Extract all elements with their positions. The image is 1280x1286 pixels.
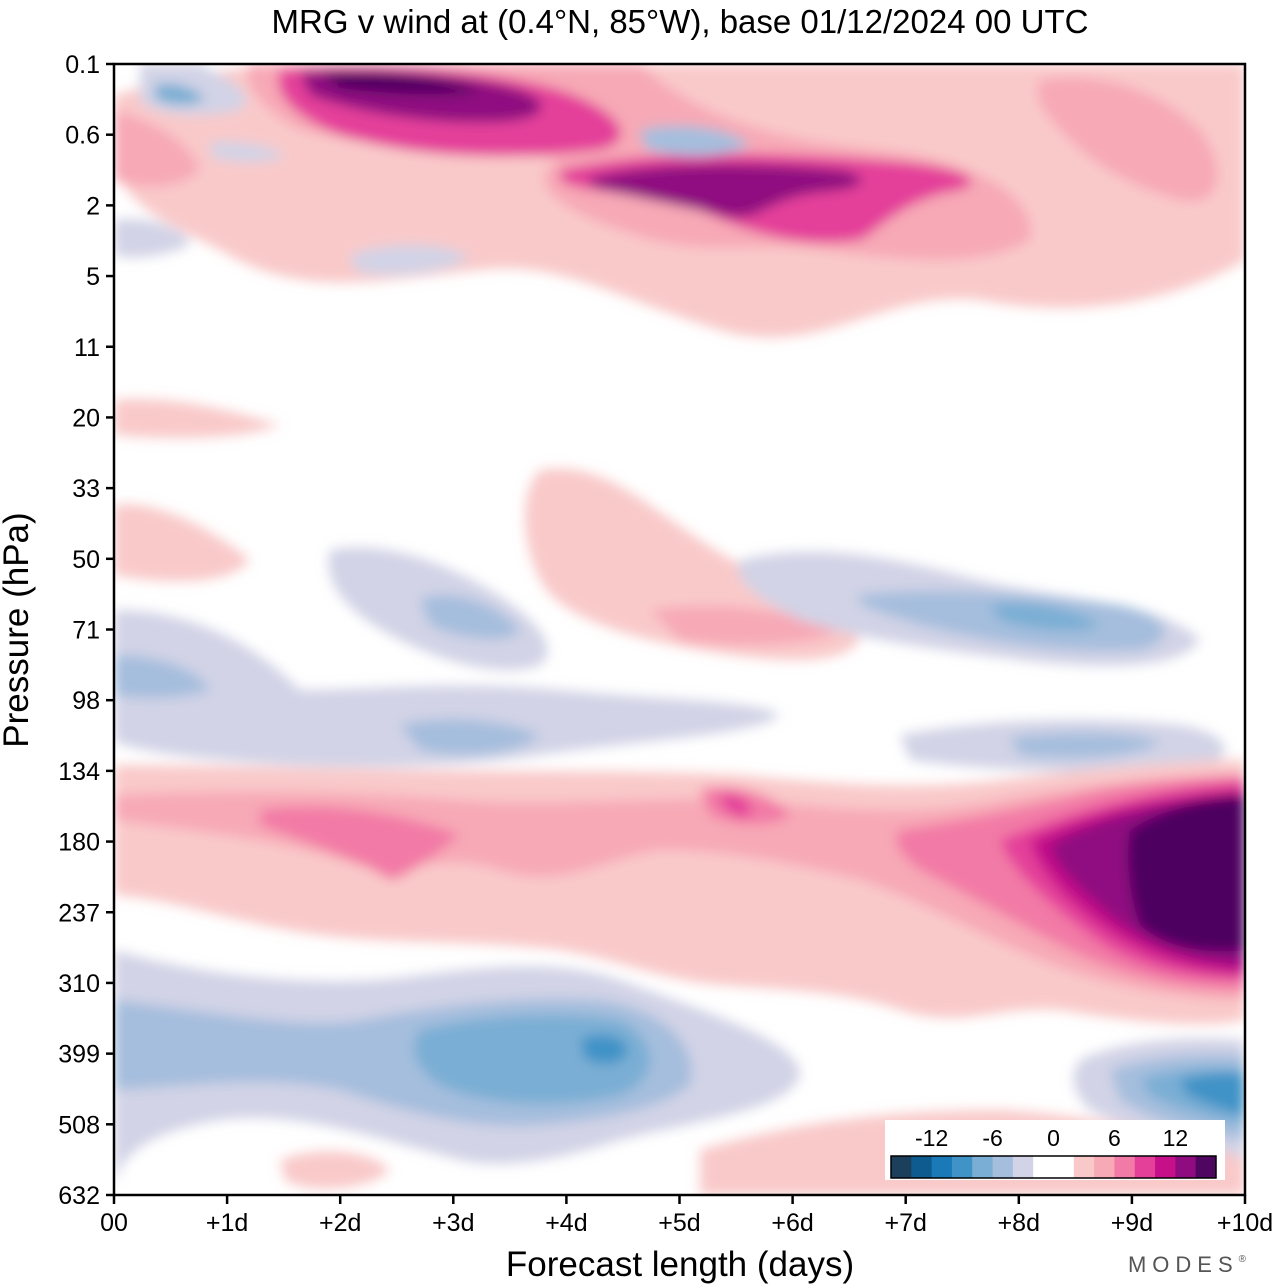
contour-negative-strat-2 — [155, 83, 205, 105]
x-tick-label: +5d — [658, 1209, 700, 1237]
colorbar-swatch — [1175, 1156, 1197, 1178]
contour-negative-strat-6 — [210, 141, 285, 162]
colorbar-swatch — [891, 1156, 912, 1178]
x-tick-label: 00 — [100, 1209, 128, 1237]
y-tick-label: 0.1 — [65, 51, 100, 79]
contour-positive-upper-right — [1037, 77, 1218, 202]
contour-negative-strat-5 — [350, 244, 470, 276]
x-tick-label: +9d — [1111, 1209, 1153, 1237]
colorbar-swatch — [1134, 1156, 1156, 1178]
y-axis: 0.1 0.6 2 5 11 20 33 50 71 98 134 180 237 310 399 508 63… — [58, 51, 114, 1210]
y-tick-label: 0.6 — [65, 122, 100, 150]
contour-negative-right-band-2 — [1010, 732, 1160, 759]
colorbar-label: 12 — [1163, 1125, 1189, 1151]
colorbar-swatch — [1012, 1156, 1034, 1178]
y-tick-label: 71 — [72, 617, 100, 645]
y-tick-label: 11 — [74, 334, 100, 362]
y-tick-label: 98 — [72, 687, 100, 715]
brand-name: MODES — [1128, 1252, 1239, 1277]
colorbar-swatch — [931, 1156, 953, 1178]
colorbar-swatch — [992, 1156, 1014, 1178]
y-tick-label: 134 — [58, 758, 100, 786]
x-tick-label: +4d — [545, 1209, 587, 1237]
y-tick-label: 5 — [86, 263, 100, 291]
y-tick-label: 33 — [72, 475, 100, 503]
colorbar-swatch — [951, 1156, 973, 1178]
contour-positive-streak-4 — [114, 399, 280, 438]
y-tick-label: 399 — [58, 1041, 100, 1069]
y-tick-label: 20 — [72, 404, 100, 432]
contour-negative-mid-2 — [420, 594, 520, 640]
colorbar-swatch — [911, 1156, 933, 1178]
contour-positive-upper-core — [320, 71, 480, 95]
colorbar-swatch — [1033, 1156, 1054, 1178]
colorbar-swatch — [972, 1156, 994, 1178]
contour-positive-trop-core — [1128, 795, 1245, 952]
x-tick-label: +10d — [1217, 1209, 1273, 1237]
contour-positive-mid-upper-4 — [590, 164, 862, 218]
colorbar-swatch — [1114, 1156, 1136, 1178]
colorbar-swatch — [1155, 1156, 1176, 1178]
brand-logo: MODES® — [1128, 1252, 1252, 1277]
contour-negative-strat-4 — [114, 219, 190, 258]
x-tick-label: +1d — [206, 1209, 248, 1237]
y-axis-label: Pressure (hPa) — [0, 512, 36, 747]
x-tick-label: +2d — [319, 1209, 361, 1237]
colorbar-label: -12 — [915, 1125, 948, 1151]
contour-negative-lower-band — [114, 610, 780, 767]
y-tick-label: 237 — [58, 899, 100, 927]
x-axis-label: Forecast length (days) — [506, 1245, 854, 1284]
contour-field — [114, 64, 1245, 1195]
colorbar-swatch — [1053, 1156, 1075, 1178]
colorbar-label: 0 — [1047, 1125, 1060, 1151]
x-tick-label: +8d — [998, 1209, 1040, 1237]
contour-positive-trop-5 — [720, 794, 751, 817]
colorbar-swatch — [1195, 1156, 1217, 1178]
y-tick-label: 310 — [58, 970, 100, 998]
contour-positive-trop-3 — [260, 806, 460, 880]
colorbar-swatch — [1073, 1156, 1095, 1178]
y-tick-label: 180 — [58, 829, 100, 857]
contour-positive-upper-left — [114, 110, 200, 187]
colorbar-label: 6 — [1108, 1125, 1121, 1151]
y-tick-label: 2 — [86, 192, 100, 220]
y-tick-label: 632 — [58, 1182, 100, 1210]
colorbar-frame — [890, 1155, 1217, 1179]
x-axis: 00 +1d +2d +3d +4d +5d +6d +7d +8d +9d +10d — [100, 1195, 1273, 1237]
colorbar: -12 -6 0 6 12 — [885, 1120, 1225, 1180]
x-tick-label: +7d — [884, 1209, 926, 1237]
colorbar-swatch — [1094, 1156, 1115, 1178]
contour-positive-streak-3 — [114, 504, 250, 582]
contour-negative-right-low-4 — [1180, 1072, 1245, 1115]
contour-negative-low-4 — [580, 1034, 628, 1064]
y-tick-label: 50 — [72, 546, 100, 574]
contour-negative-lower-band-2 — [114, 655, 210, 699]
brand-mark: ® — [1239, 1254, 1252, 1265]
contour-negative-mid-5 — [990, 602, 1100, 631]
x-tick-label: +3d — [432, 1209, 474, 1237]
y-tick-label: 508 — [58, 1111, 100, 1139]
x-tick-label: +6d — [771, 1209, 813, 1237]
colorbar-label: -6 — [982, 1125, 1002, 1151]
contour-negative-lower-band-3 — [400, 719, 540, 755]
chart-title: MRG v wind at (0.4°N, 85°W), base 01/12/… — [272, 3, 1089, 40]
contour-positive-low-1 — [280, 1151, 390, 1189]
contour-positive-streak-1 — [525, 468, 860, 660]
contour-negative-strat-3 — [640, 125, 750, 156]
